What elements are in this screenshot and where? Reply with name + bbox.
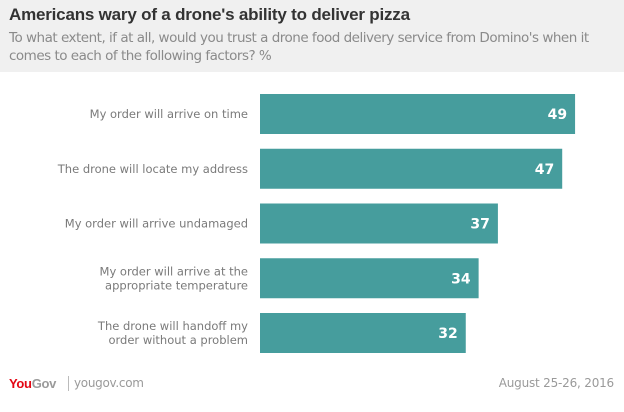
footer-site-link[interactable]: yougov.com xyxy=(74,376,144,390)
data-label: 34 xyxy=(451,271,471,287)
data-label: 47 xyxy=(535,162,554,178)
chart-title: Americans wary of a drone's ability to d… xyxy=(9,5,410,24)
data-label: 37 xyxy=(470,217,489,233)
category-label-line: The drone will handoff my xyxy=(97,319,248,333)
category-label: My order will arrive undamaged xyxy=(65,217,248,231)
footer-divider xyxy=(68,376,69,391)
bar xyxy=(260,94,576,134)
category-label: The drone will locate my address xyxy=(57,162,248,176)
data-label: 32 xyxy=(438,326,457,342)
bar xyxy=(260,258,479,299)
bar-group: 34 My order will arrive at the appropriate… xyxy=(100,258,479,299)
chart-header: Americans wary of a drone's ability to d… xyxy=(0,0,624,72)
data-label: 49 xyxy=(548,107,567,123)
bar xyxy=(260,148,563,189)
chart-subtitle: To what extent, if at all, would you tru… xyxy=(9,30,589,64)
bar-group: 47 The drone will locate my address xyxy=(57,148,563,189)
bar xyxy=(260,313,466,353)
bar-group: 49 My order will arrive on time xyxy=(90,94,576,134)
category-label: My order will arrive on time xyxy=(90,107,248,121)
category-label-line: appropriate temperature xyxy=(105,278,248,292)
bar-group: 37 My order will arrive undamaged xyxy=(65,203,498,244)
category-label-line: My order will arrive at the xyxy=(100,264,248,278)
logo-you: You xyxy=(9,376,32,391)
category-label: My order will arrive at the appropriate t… xyxy=(100,264,248,292)
yougov-logo[interactable]: YouGov xyxy=(9,376,56,391)
bar xyxy=(260,203,498,244)
category-label-line: My order will arrive on time xyxy=(90,107,248,121)
category-label-line: The drone will locate my address xyxy=(57,162,248,176)
category-label: The drone will handoff my order without a… xyxy=(97,319,248,347)
footer-date: August 25-26, 2016 xyxy=(498,376,614,390)
bar-group: 32 The drone will handoff my order without… xyxy=(97,313,466,353)
logo-gov: Gov xyxy=(31,376,57,391)
category-label-line: My order will arrive undamaged xyxy=(65,217,248,231)
category-label-line: order without a problem xyxy=(109,333,249,347)
